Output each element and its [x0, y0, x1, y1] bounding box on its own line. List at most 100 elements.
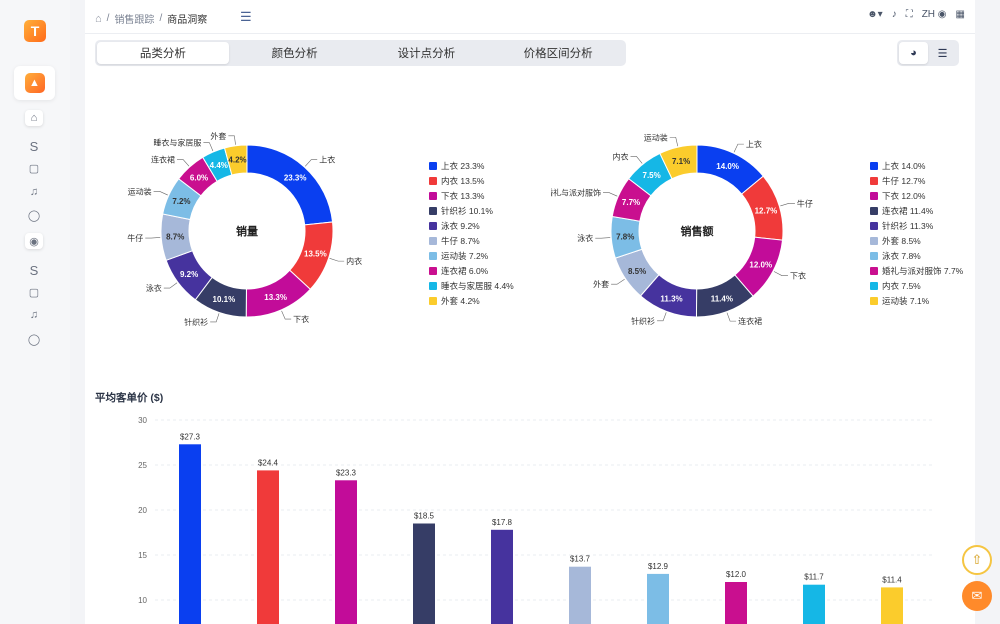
slice-name-label: 连衣裙 [738, 316, 762, 326]
legend-item[interactable]: 连衣裙 11.4% [870, 203, 963, 218]
legend-item[interactable]: 运动装 7.2% [429, 248, 514, 263]
slice-leader-line [153, 191, 168, 196]
bar[interactable] [803, 584, 825, 624]
slice-leader-line [145, 237, 161, 239]
bar[interactable] [413, 523, 435, 624]
legend-item[interactable]: 内衣 13.5% [429, 173, 514, 188]
sidebar-item-hot[interactable]: ▲ [14, 66, 55, 100]
bar[interactable] [179, 444, 201, 624]
slice-value-label: 12.7% [755, 206, 778, 215]
fullscreen-icon[interactable]: ⛶ [905, 9, 913, 20]
bar-value-label: $17.8 [492, 518, 513, 527]
slice-leader-line [669, 137, 679, 147]
message-icon[interactable]: ▢ [28, 162, 40, 175]
back-to-top-button[interactable]: ⇧ [962, 545, 992, 575]
tiktok-icon-2[interactable]: ♫ [29, 309, 39, 321]
bar[interactable] [881, 587, 903, 624]
bar[interactable] [257, 470, 279, 624]
chat-button[interactable]: ✉ [962, 581, 992, 611]
legend-item[interactable]: 下衣 13.3% [429, 188, 514, 203]
legend-swatch [429, 221, 437, 230]
app-logo[interactable]: T [24, 20, 46, 42]
legend-swatch [870, 296, 878, 305]
tab-color[interactable]: 颜色分析 [271, 48, 318, 60]
slice-name-label: 牛仔 [797, 198, 813, 208]
legend-label: 针织衫 10.1% [441, 205, 493, 216]
slice-leader-line [281, 310, 292, 320]
slice-value-label: 7.1% [672, 157, 690, 166]
tiktok-icon[interactable]: ♫ [29, 186, 39, 198]
legend-item[interactable]: 内衣 7.5% [870, 278, 963, 293]
legend-swatch [870, 281, 878, 290]
tab-design[interactable]: 设计点分析 [397, 48, 456, 60]
slice-value-label: 23.3% [284, 173, 307, 182]
slice-leader-line [177, 159, 190, 167]
donut-slice[interactable] [659, 144, 698, 180]
legend-item[interactable]: 外套 4.2% [429, 293, 514, 308]
sales-amount-donut: 14.0% 上衣 12.7% 牛仔 12.0% 下衣 11.4% 连衣裙 11.3% 针织衫 8.5… [551, 132, 813, 326]
bar[interactable] [725, 582, 747, 624]
legend-item[interactable]: 针织衫 11.3% [870, 218, 963, 233]
language-switch[interactable]: ZH ◉ [921, 9, 947, 20]
legend-item[interactable]: 牛仔 12.7% [870, 173, 963, 188]
bar-value-label: $24.4 [258, 458, 279, 467]
legend-swatch [429, 296, 437, 305]
avg-order-value-bar-chart: 10 15 20 25 30 $27.3 $24.4 $23.3 $18.5 $17.8 $13.7… [138, 416, 935, 624]
slice-name-label: 连衣裙 [151, 154, 175, 164]
list-view-icon[interactable]: ☰ [937, 47, 948, 60]
legend-item[interactable]: 上衣 14.0% [870, 158, 963, 173]
sidebar-globe-icon[interactable]: ◉ [25, 233, 43, 249]
menu-toggle-icon[interactable]: ☰ [240, 9, 252, 24]
legend-item[interactable]: 针织衫 10.1% [429, 203, 514, 218]
legend-label: 婚礼与派对服饰 7.7% [882, 265, 964, 276]
top-header: ⌂ / 销售跟踪 / 商品洞察 ☰ ☻▾ ♪ ⛶ ZH ◉ ▦ [85, 0, 975, 34]
sidebar-label-s1[interactable]: S [29, 138, 39, 154]
home-icon[interactable]: ⌂ [95, 12, 102, 25]
bell-icon[interactable]: ♪ [891, 9, 897, 20]
award-icon-2[interactable]: ◯ [27, 333, 41, 346]
sales-amount-legend: 上衣 14.0% 牛仔 12.7% 下衣 12.0% 连衣裙 11.4% 针织衫 11.… [870, 158, 963, 308]
award-icon[interactable]: ◯ [27, 209, 41, 222]
donut-slice[interactable] [223, 144, 248, 176]
user-icon[interactable]: ☻▾ [867, 9, 883, 20]
bar[interactable] [569, 566, 591, 624]
slice-name-label: 泳衣 [577, 233, 593, 243]
legend-swatch [429, 191, 437, 200]
bar[interactable] [491, 529, 513, 624]
legend-item[interactable]: 运动装 7.1% [870, 293, 963, 308]
sidebar-label-s2[interactable]: S [29, 262, 39, 278]
legend-item[interactable]: 泳衣 7.8% [870, 248, 963, 263]
legend-label: 外套 8.5% [882, 235, 921, 246]
legend-item[interactable]: 泳衣 9.2% [429, 218, 514, 233]
sidebar-store-icon[interactable]: ⌂ [25, 110, 43, 126]
legend-label: 内衣 13.5% [441, 175, 485, 186]
legend-item[interactable]: 婚礼与派对服饰 7.7% [870, 263, 963, 278]
bar-value-label: $11.7 [804, 573, 824, 582]
slice-name-label: 下衣 [790, 271, 806, 281]
legend-swatch [429, 206, 437, 215]
slice-leader-line [163, 282, 178, 289]
legend-item[interactable]: 连衣裙 6.0% [429, 263, 514, 278]
slice-leader-line [726, 312, 737, 322]
bar[interactable] [335, 480, 357, 624]
bar[interactable] [647, 573, 669, 624]
tab-price-range[interactable]: 价格区间分析 [523, 48, 593, 60]
legend-item[interactable]: 下衣 12.0% [870, 188, 963, 203]
slice-leader-line [630, 156, 643, 164]
message-icon-2[interactable]: ▢ [28, 286, 40, 299]
slice-name-label: 运动装 [128, 186, 152, 196]
legend-item[interactable]: 外套 8.5% [870, 233, 963, 248]
avg-order-value-title: 平均客单价 ($) [95, 392, 164, 404]
tab-category[interactable]: 品类分析 [97, 42, 229, 64]
legend-swatch [870, 266, 878, 275]
breadcrumb-parent[interactable]: 销售跟踪 [114, 15, 155, 26]
legend-item[interactable]: 睡衣与家居服 4.4% [429, 278, 514, 293]
legend-item[interactable]: 上衣 23.3% [429, 158, 514, 173]
view-toggle: ◕ ☰ [897, 40, 959, 66]
legend-label: 连衣裙 6.0% [441, 265, 489, 276]
pie-chart-view-icon[interactable]: ◕ [899, 42, 928, 64]
slice-name-label: 针织衫 [184, 317, 208, 327]
legend-item[interactable]: 牛仔 8.7% [429, 233, 514, 248]
slice-name-label: 内衣 [346, 256, 362, 266]
apps-grid-icon[interactable]: ▦ [955, 9, 965, 20]
